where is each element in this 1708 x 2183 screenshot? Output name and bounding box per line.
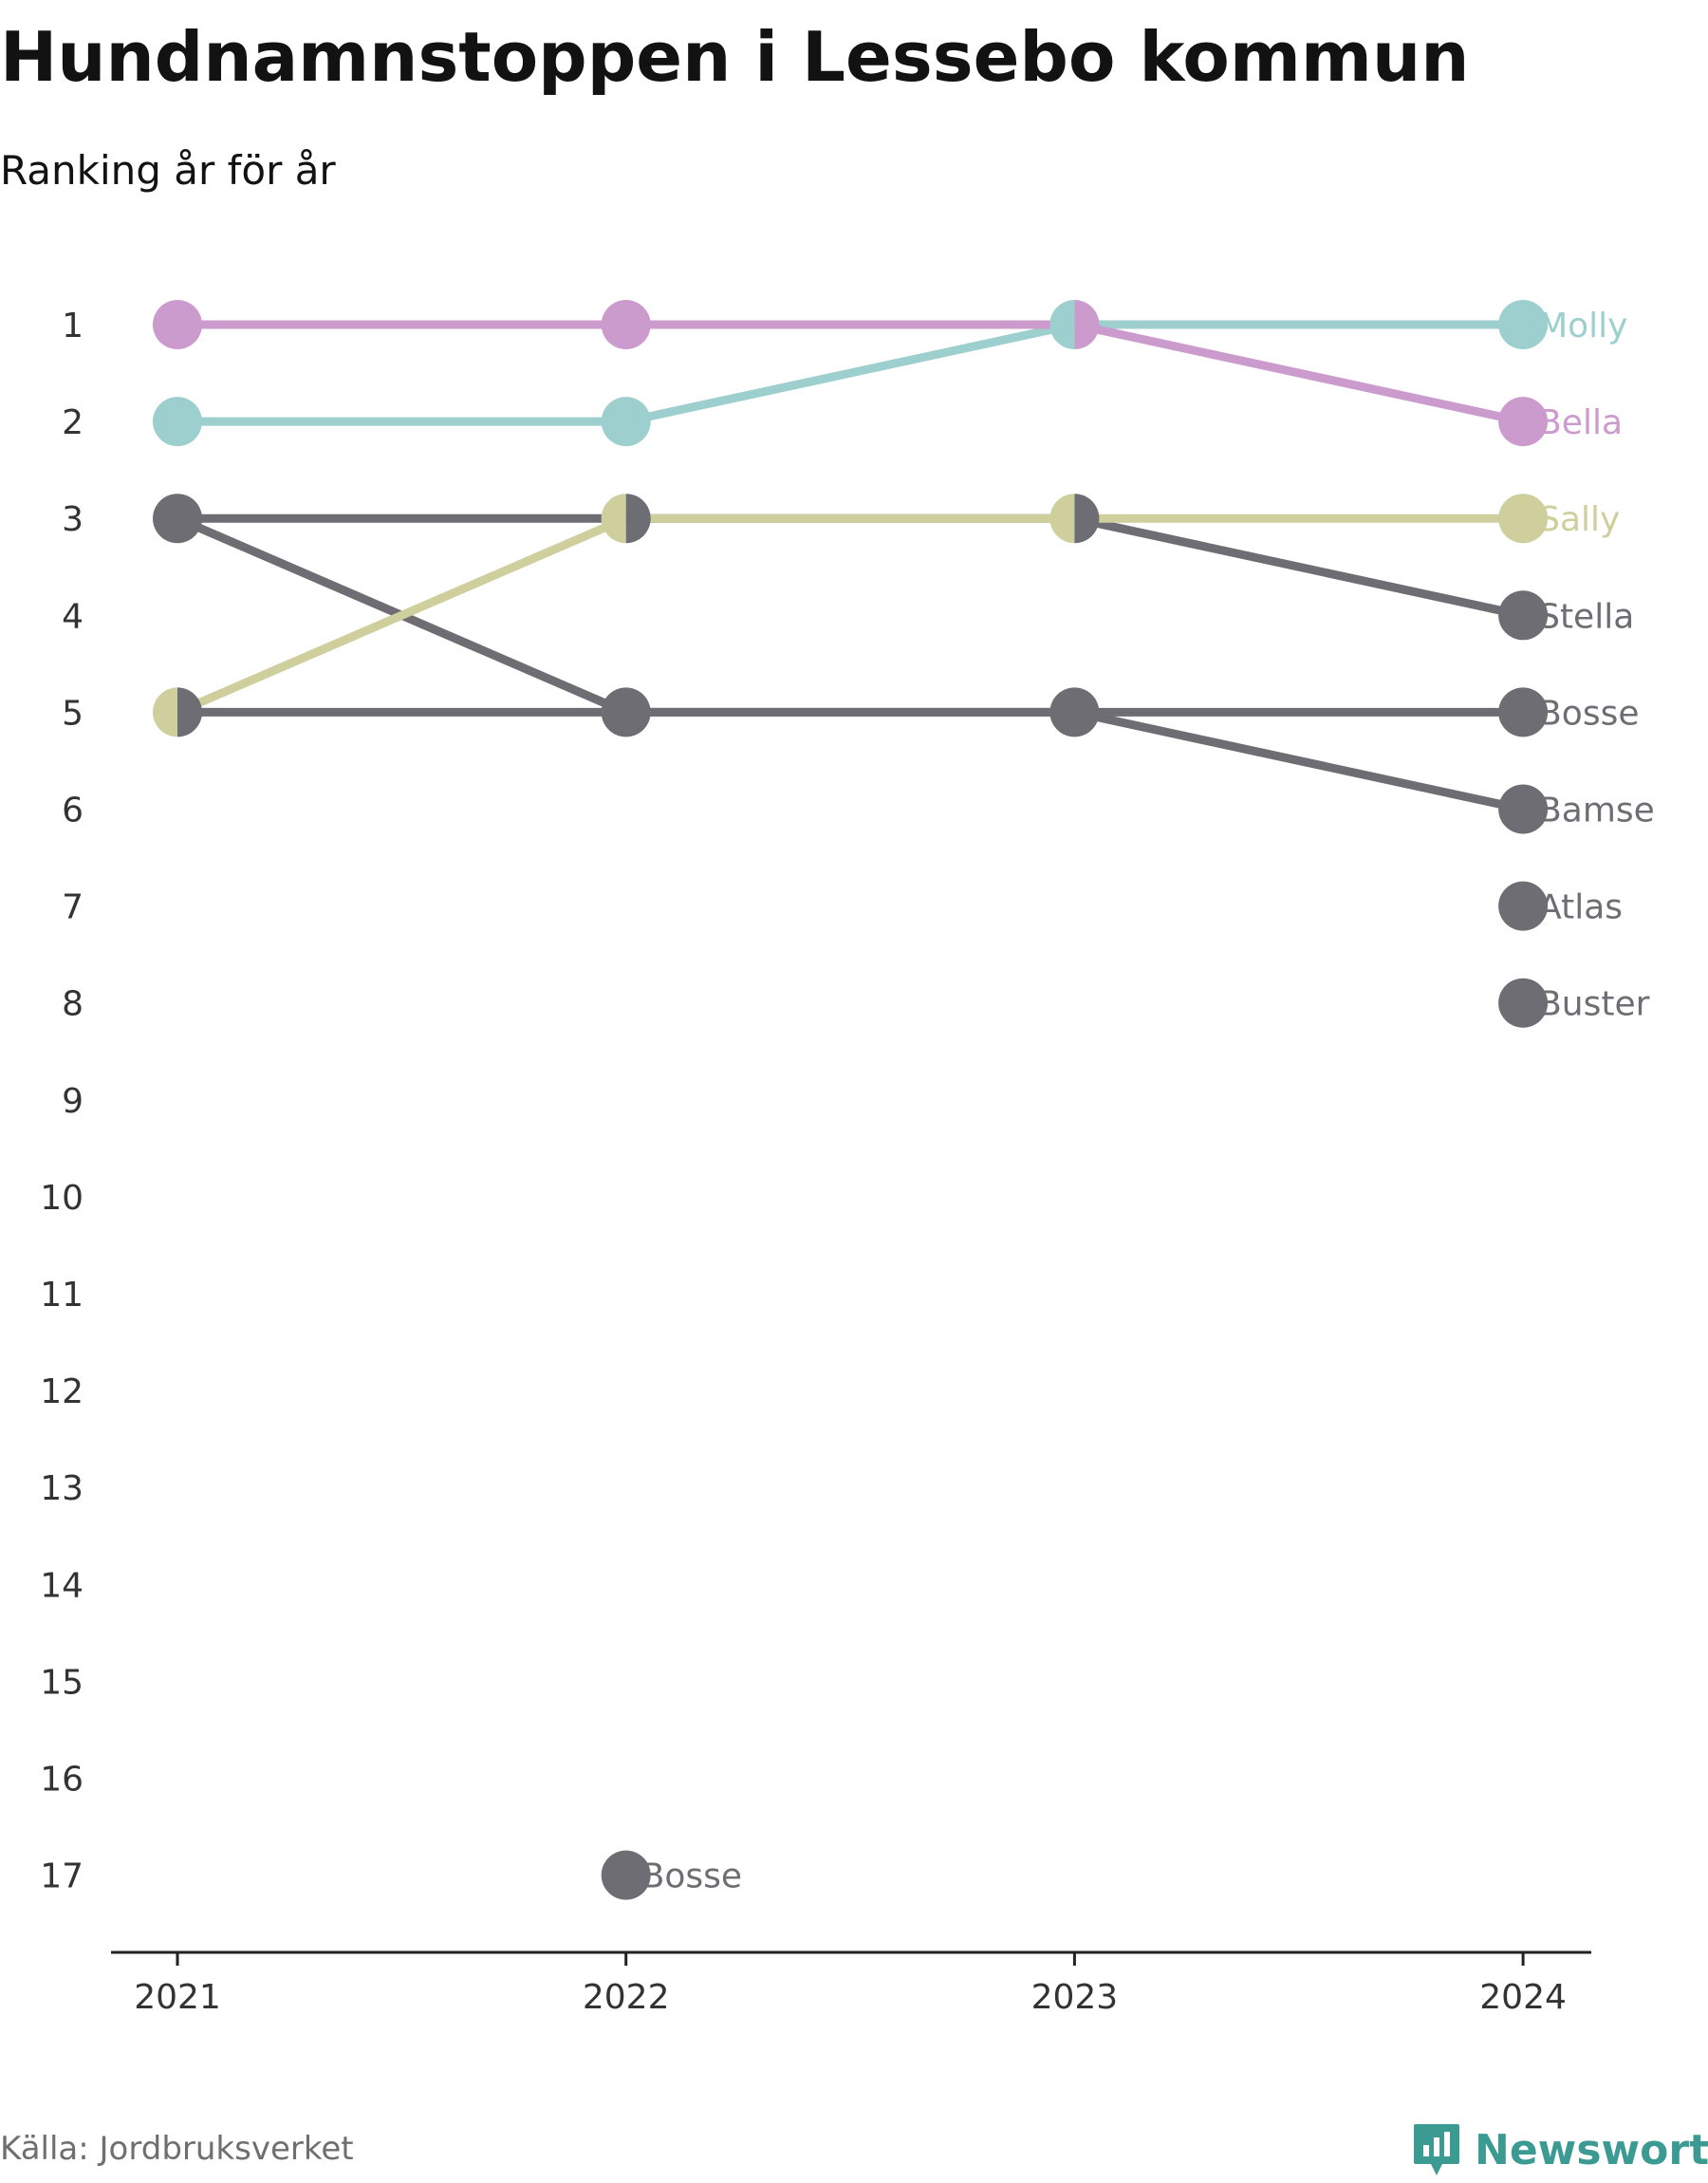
- y-tick-label: 8: [62, 985, 84, 1024]
- y-tick-label: 6: [62, 792, 84, 830]
- y-tick-label: 3: [62, 500, 84, 539]
- data-point-sally: [601, 494, 626, 544]
- x-tick-label: 2022: [583, 1978, 670, 2017]
- y-tick-label: 16: [40, 1761, 84, 1800]
- y-tick-label: 14: [40, 1566, 84, 1605]
- series-labels: Molly Bella Sally Stella Bosse Bamse Atlas Bust…: [641, 307, 1655, 1896]
- y-tick-label: 5: [62, 694, 84, 733]
- data-point-molly: [1049, 300, 1075, 349]
- series-label-bella: Bella: [1538, 403, 1623, 442]
- brand-logo[interactable]: Newsworthy: [1412, 2122, 1708, 2177]
- y-tick-label: 7: [62, 888, 84, 927]
- chart-subtitle: Ranking år för år: [0, 147, 336, 194]
- y-tick-label: 13: [40, 1469, 84, 1508]
- brand-name: Newsworthy: [1475, 2125, 1708, 2174]
- source-note: Källa: Jordbruksverket: [0, 2130, 354, 2168]
- data-point-atlas: [1498, 881, 1549, 931]
- series-label-bosse: Bosse: [1538, 694, 1639, 733]
- data-point-stella: [1074, 494, 1100, 544]
- y-tick-label: 17: [40, 1857, 84, 1896]
- series-line-sally: [173, 513, 1528, 717]
- series-line-bamse: [173, 513, 1528, 813]
- data-point-stella: [625, 494, 651, 544]
- data-point-bella: [1498, 397, 1549, 447]
- data-point-bella: [601, 300, 651, 349]
- data-point-buster: [1498, 978, 1549, 1028]
- data-point-molly: [601, 397, 651, 447]
- y-tick-label: 10: [40, 1179, 84, 1218]
- data-point-sally: [1049, 494, 1075, 544]
- data-point-stella: [1498, 590, 1549, 641]
- data-point-bella: [153, 300, 202, 349]
- data-point-stella: [153, 494, 202, 544]
- x-tick-label: 2021: [134, 1978, 221, 2017]
- y-tick-label: 2: [62, 403, 84, 442]
- series-lines: [173, 320, 1528, 813]
- data-point-bamse: [1498, 784, 1549, 834]
- series-label-atlas: Atlas: [1538, 888, 1623, 927]
- y-tick-label: 1: [62, 307, 84, 345]
- x-tick-label: 2024: [1479, 1978, 1567, 2017]
- annotation-point: [601, 1850, 651, 1900]
- series-points: [153, 300, 1549, 1900]
- y-tick-label: 15: [40, 1663, 84, 1702]
- data-point-sally: [1498, 494, 1549, 544]
- series-line-bella: [173, 320, 1528, 426]
- newsworthy-logo-icon: [1414, 2124, 1459, 2175]
- data-point-molly: [153, 397, 202, 447]
- series-line-stella: [173, 513, 1528, 620]
- series-line-molly: [173, 320, 1528, 426]
- data-point-bosse: [1049, 687, 1100, 737]
- chart-title: Hundnamnstoppen i Lessebo kommun: [0, 17, 1470, 97]
- y-tick-label: 9: [62, 1082, 84, 1121]
- data-point-sally: [153, 687, 177, 737]
- series-label-buster: Buster: [1538, 985, 1650, 1024]
- series-label-sally: Sally: [1538, 500, 1620, 539]
- y-tick-label: 12: [40, 1372, 84, 1411]
- series-label-molly: Molly: [1538, 307, 1627, 345]
- data-point-bosse: [1498, 687, 1549, 737]
- x-tick-label: 2023: [1031, 1978, 1119, 2017]
- y-tick-label: 11: [40, 1276, 84, 1315]
- series-label-stella: Stella: [1538, 597, 1634, 636]
- data-point-molly: [1498, 300, 1549, 349]
- data-point-bella: [1074, 300, 1100, 349]
- y-tick-label: 4: [62, 597, 84, 636]
- annotation-label: Bosse: [641, 1857, 742, 1896]
- data-point-bosse: [177, 687, 203, 737]
- data-point-bosse: [601, 687, 651, 737]
- series-label-bamse: Bamse: [1538, 792, 1655, 830]
